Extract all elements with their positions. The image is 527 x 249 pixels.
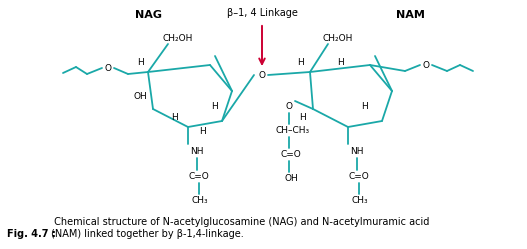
Text: O: O — [423, 61, 430, 69]
Text: CH₂OH: CH₂OH — [323, 34, 353, 43]
Text: OH: OH — [133, 91, 147, 101]
Text: NH: NH — [190, 146, 204, 155]
Text: H: H — [362, 102, 368, 111]
Text: O: O — [286, 102, 292, 111]
Text: NAG: NAG — [134, 10, 161, 20]
Text: CH₂OH: CH₂OH — [163, 34, 193, 43]
Text: NAM: NAM — [396, 10, 424, 20]
Text: CH₃: CH₃ — [192, 195, 208, 204]
Text: H: H — [199, 126, 206, 135]
Text: β–1, 4 Linkage: β–1, 4 Linkage — [227, 8, 297, 18]
Text: O: O — [104, 63, 112, 72]
Text: H: H — [337, 58, 344, 66]
Text: CH₃: CH₃ — [352, 195, 368, 204]
Text: C=O: C=O — [280, 149, 301, 159]
Text: Fig. 4.7 :: Fig. 4.7 : — [7, 229, 56, 239]
Text: O: O — [259, 70, 266, 79]
Text: C=O: C=O — [349, 172, 369, 181]
Text: H: H — [172, 113, 178, 122]
Text: NH: NH — [350, 146, 364, 155]
Text: H: H — [136, 58, 143, 66]
Text: OH: OH — [284, 174, 298, 183]
Text: H: H — [299, 113, 305, 122]
Text: Chemical structure of N-acetylglucosamine (NAG) and N-acetylmuramic acid
(NAM) l: Chemical structure of N-acetylglucosamin… — [51, 217, 430, 239]
Text: CH–CH₃: CH–CH₃ — [276, 125, 310, 134]
Text: C=O: C=O — [189, 172, 209, 181]
Text: H: H — [212, 102, 218, 111]
Text: H: H — [297, 58, 304, 66]
